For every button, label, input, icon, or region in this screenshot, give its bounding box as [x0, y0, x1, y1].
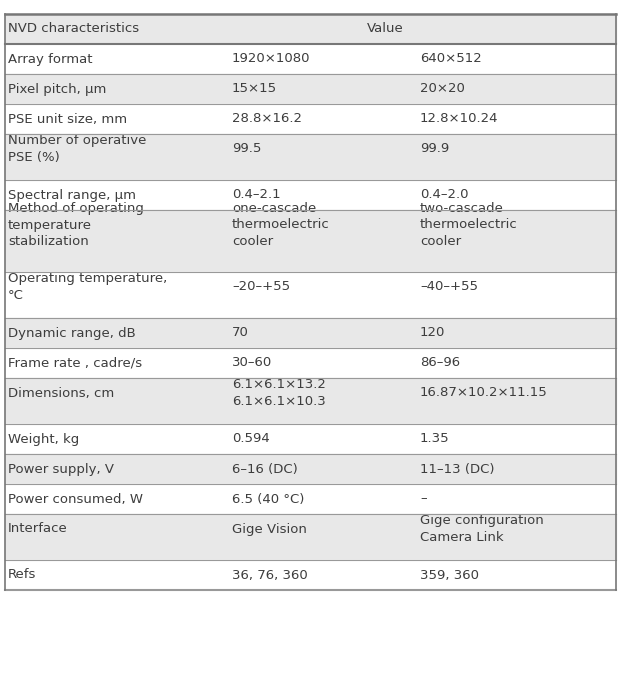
Bar — [5, 378, 616, 424]
Text: Power consumed, W: Power consumed, W — [8, 493, 143, 506]
Text: 36, 76, 360: 36, 76, 360 — [232, 568, 308, 581]
Text: 359, 360: 359, 360 — [420, 568, 479, 581]
Text: 28.8×16.2: 28.8×16.2 — [232, 113, 302, 125]
Text: 15×15: 15×15 — [232, 83, 277, 96]
Text: 99.5: 99.5 — [232, 142, 261, 155]
Text: Operating temperature,
°C: Operating temperature, °C — [8, 272, 167, 302]
Text: 70: 70 — [232, 327, 249, 339]
Text: Gige configuration
Camera Link: Gige configuration Camera Link — [420, 514, 544, 544]
Text: PSE unit size, mm: PSE unit size, mm — [8, 113, 127, 125]
Bar — [5, 134, 616, 180]
Text: 30–60: 30–60 — [232, 356, 272, 369]
Bar — [5, 484, 616, 514]
Text: Weight, kg: Weight, kg — [8, 433, 79, 446]
Text: Power supply, V: Power supply, V — [8, 462, 114, 475]
Text: Gige Vision: Gige Vision — [232, 522, 307, 535]
Text: 11–13 (DC): 11–13 (DC) — [420, 462, 494, 475]
Text: –20–+55: –20–+55 — [232, 281, 290, 294]
Text: two-cascade
thermoelectric
cooler: two-cascade thermoelectric cooler — [420, 202, 518, 248]
Text: NVD characteristics: NVD characteristics — [8, 23, 139, 36]
Text: 99.9: 99.9 — [420, 142, 449, 155]
Text: 1.35: 1.35 — [420, 433, 450, 446]
Bar — [5, 272, 616, 318]
Bar — [5, 424, 616, 454]
Text: Array format: Array format — [8, 52, 93, 65]
Text: 16.87×10.2×11.15: 16.87×10.2×11.15 — [420, 387, 548, 400]
Bar — [5, 318, 616, 348]
Bar — [5, 74, 616, 104]
Text: Refs: Refs — [8, 568, 37, 581]
Text: Frame rate , cadre/s: Frame rate , cadre/s — [8, 356, 142, 369]
Bar — [5, 104, 616, 134]
Text: 20×20: 20×20 — [420, 83, 465, 96]
Text: Dimensions, cm: Dimensions, cm — [8, 387, 114, 400]
Text: Spectral range, μm: Spectral range, μm — [8, 189, 136, 202]
Text: Pixel pitch, μm: Pixel pitch, μm — [8, 83, 106, 96]
Text: 6–16 (DC): 6–16 (DC) — [232, 462, 297, 475]
Text: 12.8×10.24: 12.8×10.24 — [420, 113, 499, 125]
Text: Number of operative
PSE (%): Number of operative PSE (%) — [8, 134, 147, 164]
Bar — [5, 348, 616, 378]
Text: 6.5 (40 °C): 6.5 (40 °C) — [232, 493, 304, 506]
Text: –40–+55: –40–+55 — [420, 281, 478, 294]
Text: Interface: Interface — [8, 522, 68, 535]
Text: 0.4–2.1: 0.4–2.1 — [232, 189, 281, 202]
Text: Dynamic range, dB: Dynamic range, dB — [8, 327, 136, 339]
Bar — [5, 514, 616, 560]
Text: 640×512: 640×512 — [420, 52, 482, 65]
Text: 86–96: 86–96 — [420, 356, 460, 369]
Text: 0.594: 0.594 — [232, 433, 270, 446]
Bar — [5, 180, 616, 210]
Text: 0.4–2.0: 0.4–2.0 — [420, 189, 468, 202]
Bar — [5, 454, 616, 484]
Text: Method of operating
temperature
stabilization: Method of operating temperature stabiliz… — [8, 202, 144, 248]
Bar — [5, 560, 616, 590]
Text: 120: 120 — [420, 327, 445, 339]
Bar — [5, 14, 616, 44]
Text: –: – — [420, 493, 427, 506]
Text: 6.1×6.1×13.2
6.1×6.1×10.3: 6.1×6.1×13.2 6.1×6.1×10.3 — [232, 378, 326, 408]
Text: one-cascade
thermoelectric
cooler: one-cascade thermoelectric cooler — [232, 202, 330, 248]
Text: Value: Value — [366, 23, 403, 36]
Text: 1920×1080: 1920×1080 — [232, 52, 310, 65]
Bar — [5, 44, 616, 74]
Bar — [5, 210, 616, 272]
